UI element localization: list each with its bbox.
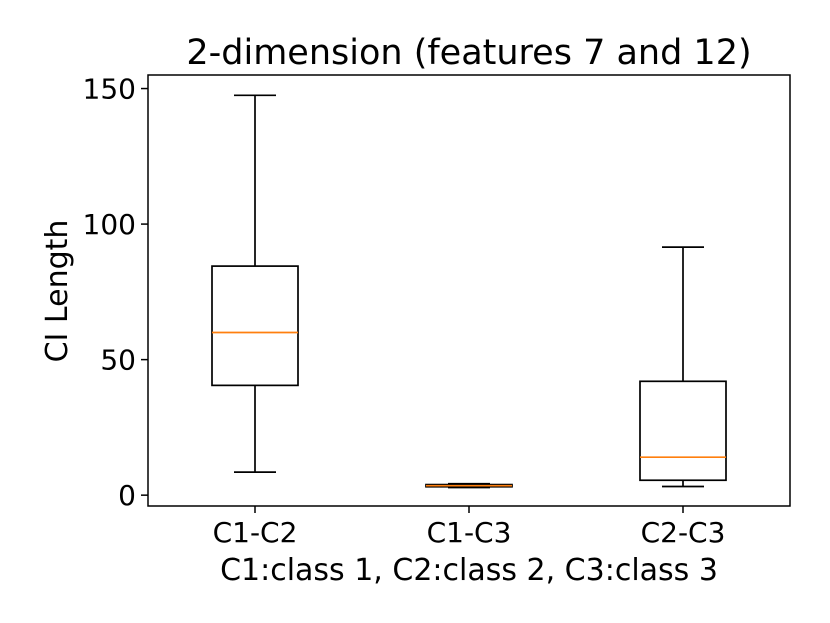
y-axis-label: CI Length	[40, 220, 75, 363]
plot-frame	[147, 74, 791, 507]
box-C2-C3	[639, 380, 727, 482]
box-C1-C2	[211, 265, 299, 387]
x-tick-label-C2-C3: C2-C3	[641, 516, 726, 549]
chart-title: 2-dimension (features 7 and 12)	[186, 33, 751, 73]
plot-area: 0 50 100 150 C1-C2 C1-C3 C2-C3	[83, 73, 727, 549]
y-tick-label-100: 100	[83, 208, 136, 241]
y-tick-label-50: 50	[100, 344, 136, 377]
y-tick-label-150: 150	[83, 73, 136, 106]
x-axis-label: C1:class 1, C2:class 2, C3:class 3	[220, 553, 718, 588]
y-tick-label-0: 0	[118, 479, 136, 512]
x-tick-label-C1-C3: C1-C3	[427, 516, 512, 549]
x-tick-label-C1-C2: C1-C2	[213, 516, 298, 549]
